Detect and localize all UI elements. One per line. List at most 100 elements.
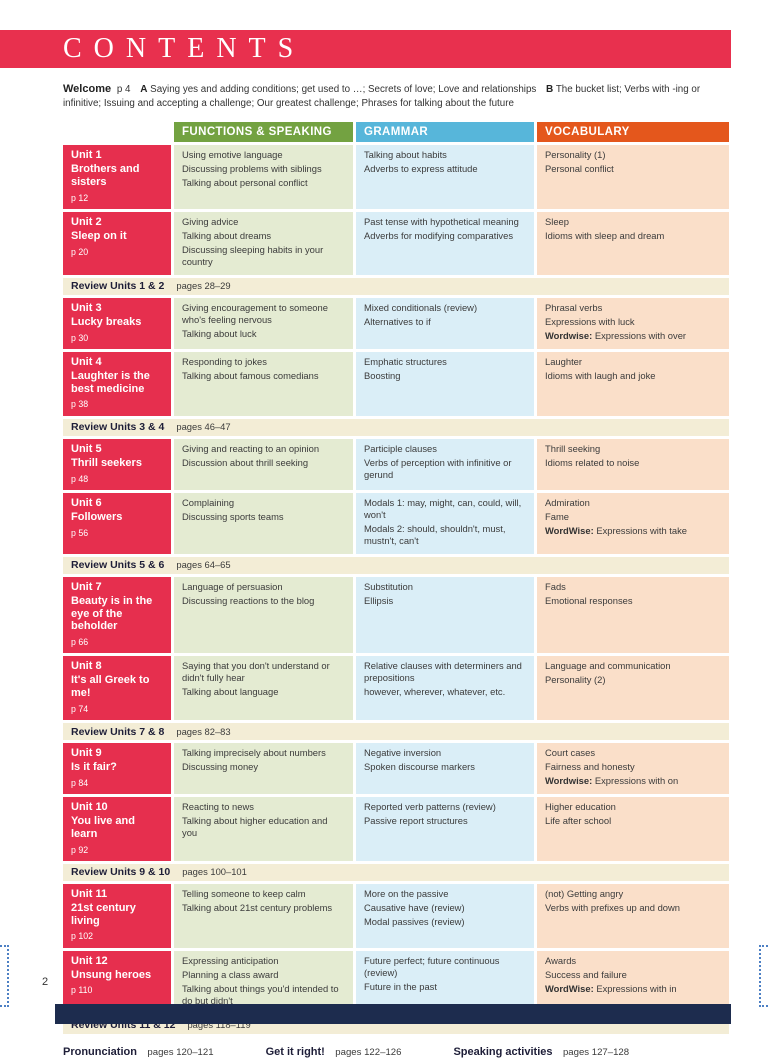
unit-title: Followers (71, 510, 123, 523)
vocabulary-cell: (not) Getting angry Verbs with prefixes u… (537, 883, 729, 948)
unit-id: Unit 2 (71, 215, 102, 228)
grammar-cell: More on the passive Causative have (revie… (356, 883, 534, 948)
unit-row: Unit 6 Followers p 56 Complaining Discussing… (63, 492, 729, 554)
unit-row: Unit 2 Sleep on it p 20 Giving advice Talkin… (63, 211, 729, 275)
unit-row: Unit 11 21st century living p 102 Telling s… (63, 883, 729, 948)
pronunciation-label: Pronunciation (63, 1045, 137, 1058)
welcome-label: Welcome (63, 83, 112, 95)
entry: Verbs of perception with infinitive or g… (364, 456, 512, 480)
grammar-cell: Substitution Ellipsis (356, 576, 534, 654)
entry: Phrasal verbs (545, 301, 603, 313)
unit-id: Unit 11 (71, 887, 108, 900)
review-row: Review Units 1 & 2 pages 28–29 (63, 277, 729, 295)
table-body: Unit 1 Brothers and sisters p 12 Using emot… (63, 145, 729, 1034)
unit-title: Brothers and sisters (71, 163, 140, 188)
functions-cell: Responding to jokes Talking about famous … (174, 352, 353, 416)
endmatter-row: Pronunciation pages 120–121 Get it right… (63, 1042, 729, 1060)
functions-cell: Talking imprecisely about numbers Discuss… (174, 743, 353, 795)
entry: Discussion about thrill seeking (182, 456, 309, 468)
entry: WordWise: Expressions with in (545, 982, 677, 994)
speaking-activities-pages: pages 127–128 (562, 1046, 630, 1058)
review-label: Review Units 5 & 6 (71, 559, 165, 572)
unit-cell: Unit 10 You live and learn p 92 (63, 797, 171, 861)
functions-cell: Reacting to news Talking about higher edu… (174, 797, 353, 861)
functions-column-header: FUNCTIONS & SPEAKING (174, 122, 353, 143)
page-title: CONTENTS (63, 33, 306, 64)
entry: Language of persuasion (182, 580, 283, 592)
get-it-right-label: Get it right! (265, 1045, 325, 1058)
review-pages: pages 82–83 (176, 725, 231, 737)
entry: Talking about luck (182, 327, 257, 339)
entry: Complaining (182, 496, 235, 508)
functions-cell: Expressing anticipation Planning a class … (174, 950, 353, 1014)
unit-cell: Unit 1 Brothers and sisters p 12 (63, 145, 171, 209)
entry: Discussing sleeping habits in your count… (182, 243, 324, 267)
entry: Mixed conditionals (review) (364, 301, 478, 313)
vocabulary-cell: Sleep Idioms with sleep and dream (537, 211, 729, 275)
vocabulary-cell: Admiration Fame WordWise: Expressions with… (537, 492, 729, 554)
entry: Telling someone to keep calm (182, 887, 306, 899)
unit-title: It's all Greek to me! (71, 674, 150, 700)
entry: Idioms with sleep and dream (545, 229, 665, 241)
functions-cell: Giving advice Talking about dreams Discuss… (174, 211, 353, 275)
unit-cell: Unit 12 Unsung heroes p 110 (63, 950, 171, 1014)
grammar-cell: Negative inversion Spoken discourse marke… (356, 743, 534, 795)
entry: Discussing problems with siblings (182, 163, 322, 175)
welcome-page-ref: p 4 (116, 84, 131, 95)
unit-row: Unit 7 Beauty is in the eye of the behold… (63, 576, 729, 654)
functions-cell: Telling someone to keep calm Talking abou… (174, 883, 353, 948)
next-page-edge (55, 1004, 731, 1024)
entry: Spoken discourse markers (364, 761, 475, 773)
entry: Talking about personal conflict (182, 177, 308, 189)
entry: Planning a class award (182, 968, 279, 980)
unit-row: Unit 10 You live and learn p 92 Reacting to… (63, 797, 729, 861)
entry: Wordwise: Expressions with over (545, 329, 687, 341)
unit-title: Thrill seekers (71, 456, 142, 469)
entry: Life after school (545, 815, 612, 827)
welcome-paragraph: Welcome p 4 A Saying yes and adding cond… (63, 82, 729, 110)
vocabulary-cell: Thrill seeking Idioms related to noise (537, 438, 729, 490)
page-number: 2 (42, 976, 49, 988)
entry: Relative clauses with determiners and pr… (364, 660, 522, 684)
unit-title: Unsung heroes (71, 968, 152, 981)
entry: Using emotive language (182, 149, 283, 161)
unit-cell: Unit 11 21st century living p 102 (63, 883, 171, 948)
entry: Boosting (364, 370, 401, 382)
unit-cell: Unit 4 Laughter is the best medicine p 38 (63, 352, 171, 416)
unit-cell: Unit 6 Followers p 56 (63, 492, 171, 554)
crop-mark-left-icon (0, 945, 9, 1007)
entry: Participle clauses (364, 442, 437, 454)
vocabulary-cell: Higher education Life after school (537, 797, 729, 861)
unit-cell: Unit 7 Beauty is in the eye of the behold… (63, 576, 171, 654)
entry: Adverbs to express attitude (364, 163, 478, 175)
functions-cell: Language of persuasion Discussing reactio… (174, 576, 353, 654)
entry: Laughter (545, 356, 583, 367)
unit-row: Unit 9 Is it fair? p 84 Talking imprecisely… (63, 743, 729, 795)
contents-banner: CONTENTS (0, 30, 731, 68)
entry: Admiration (545, 496, 590, 508)
review-pages: pages 28–29 (176, 280, 231, 292)
review-label: Review Units 1 & 2 (71, 280, 165, 293)
entry: Discussing money (182, 761, 259, 773)
welcome-part-b-text: The bucket list; Verbs with -ing or infi… (63, 84, 701, 109)
grammar-cell: Modals 1: may, might, can, could, will, … (356, 492, 534, 554)
unit-row: Unit 3 Lucky breaks p 30 Giving encourageme… (63, 297, 729, 349)
review-row: Review Units 3 & 4 pages 46–47 (63, 418, 729, 436)
review-pages: pages 46–47 (176, 421, 231, 433)
entry: Talking about 21st century problems (182, 901, 333, 913)
unit-title: Laughter is the best medicine (71, 370, 150, 395)
unit-cell: Unit 2 Sleep on it p 20 (63, 211, 171, 275)
entry: Idioms related to noise (545, 456, 640, 468)
unit-id: Unit 3 (71, 301, 102, 314)
speaking-activities-entry: Speaking activities pages 127–128 (453, 1042, 629, 1060)
unit-page-ref: p 84 (71, 777, 89, 788)
welcome-part-b-label: B (546, 84, 554, 95)
unit-cell: Unit 8 It's all Greek to me! p 74 (63, 656, 171, 720)
entry: Court cases (545, 747, 596, 758)
unit-title: Lucky breaks (71, 316, 142, 329)
entry: Talking about language (182, 686, 279, 698)
entry: Future perfect; future continuous (revie… (364, 954, 500, 978)
entry: Causative have (review) (364, 901, 465, 913)
grammar-cell: Participle clauses Verbs of perception wi… (356, 438, 534, 490)
functions-cell: Using emotive language Discussing problem… (174, 145, 353, 209)
